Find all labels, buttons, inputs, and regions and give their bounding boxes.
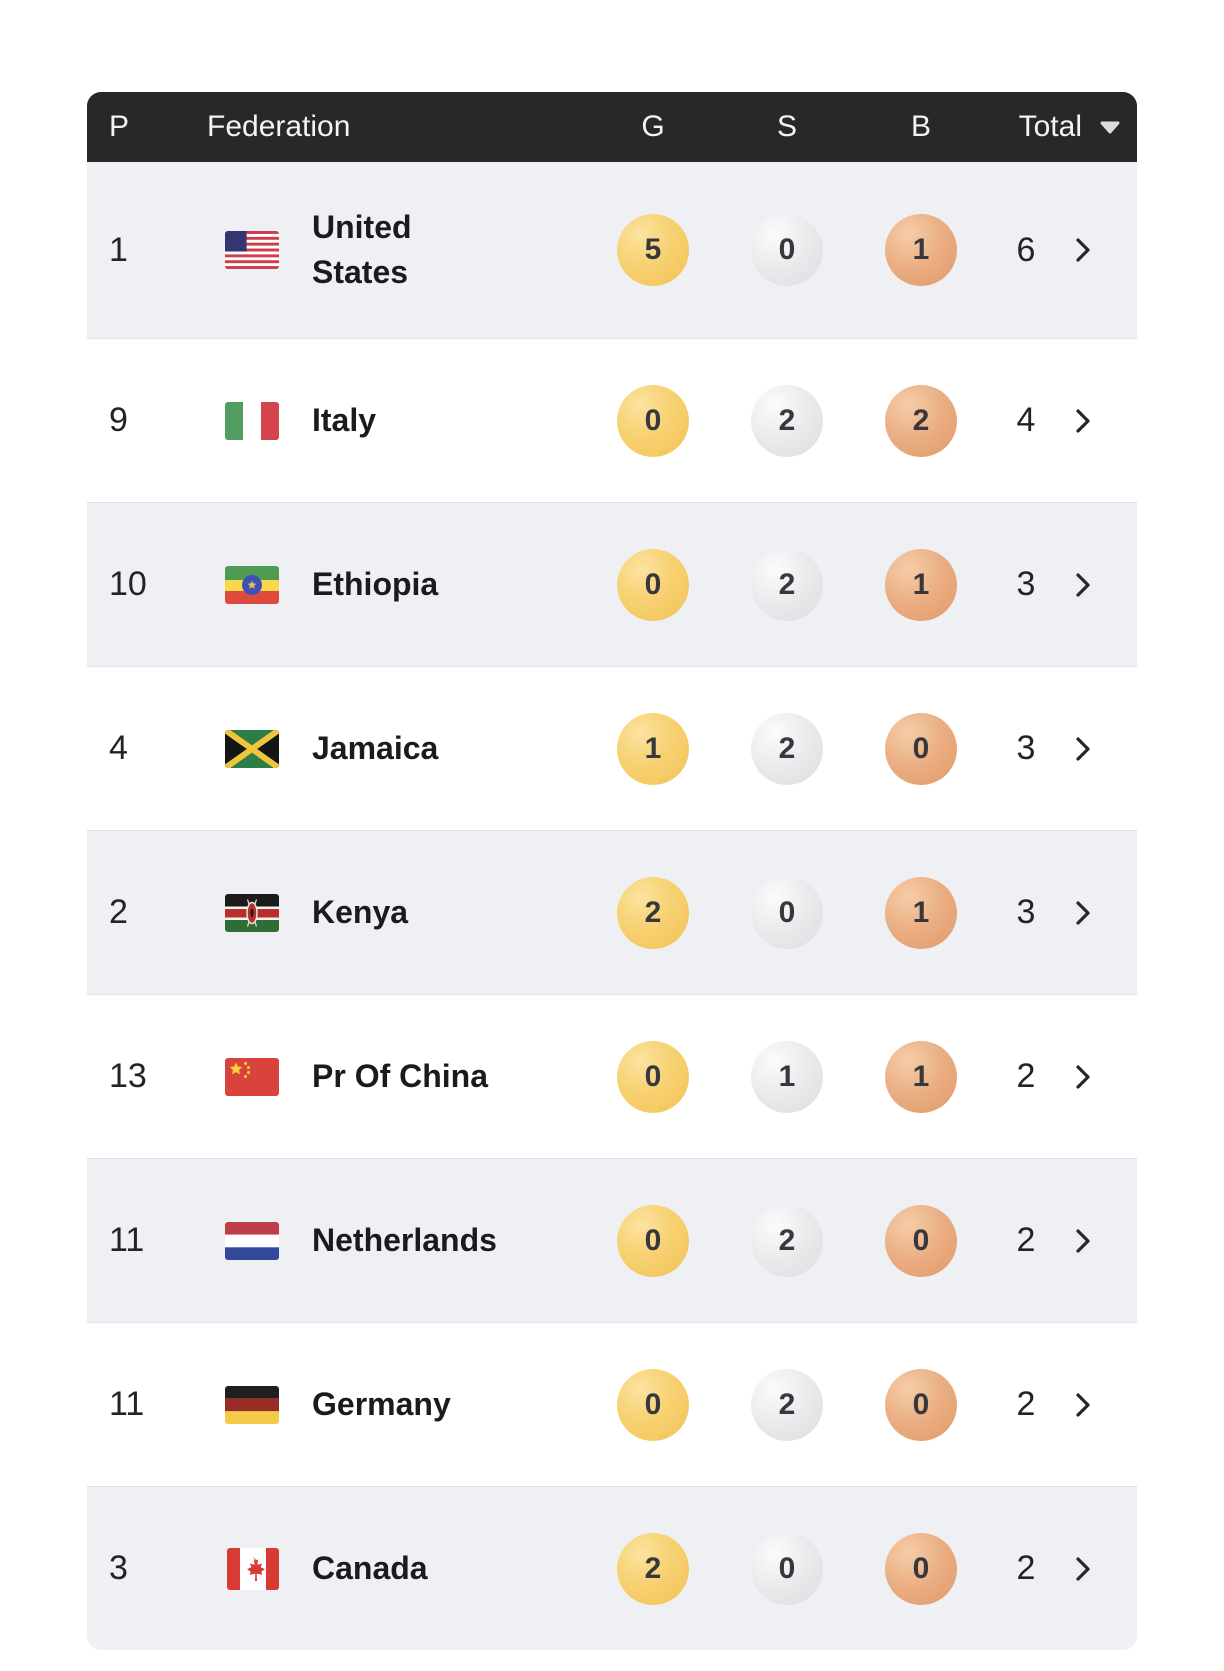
position-value: 10 xyxy=(109,565,147,603)
gold-count-badge: 2 xyxy=(617,1532,689,1605)
header-federation[interactable]: Federation xyxy=(207,110,351,143)
silver-count-badge: 1 xyxy=(751,1040,823,1113)
bronze-count-badge: 0 xyxy=(885,1204,957,1277)
header-bronze[interactable]: B xyxy=(910,110,931,143)
silver-count-badge: 0 xyxy=(751,876,823,949)
position-value: 13 xyxy=(109,1057,147,1095)
silver-count-badge: 2 xyxy=(751,1204,823,1277)
header-silver[interactable]: S xyxy=(776,110,797,143)
total-value: 3 xyxy=(1016,893,1036,931)
federation-row[interactable]: 2 Kenya 2 0 1 3 xyxy=(87,830,1137,994)
silver-count-badge: 2 xyxy=(751,1368,823,1441)
gold-count-badge: 1 xyxy=(617,712,689,785)
federation-name: Netherlands xyxy=(312,1222,497,1259)
chevron-right-icon[interactable] xyxy=(1065,733,1137,765)
bronze-count-badge: 1 xyxy=(885,214,957,286)
ke-flag-icon xyxy=(225,893,279,932)
header-total-label: Total xyxy=(1018,110,1082,143)
federation-row[interactable]: 4 Jamaica 1 2 0 3 xyxy=(87,666,1137,830)
gold-count-badge: 5 xyxy=(617,214,689,286)
total-value: 2 xyxy=(1016,1221,1036,1259)
medal-table: P Federation G S B Total 1 United St xyxy=(87,92,1137,1650)
sort-desc-arrow-icon xyxy=(1099,120,1121,134)
cn-flag-icon xyxy=(225,1057,279,1096)
total-value: 3 xyxy=(1016,565,1036,603)
bronze-count-badge: 2 xyxy=(885,384,957,457)
gold-count-badge: 0 xyxy=(617,1368,689,1441)
gold-count-badge: 2 xyxy=(617,876,689,949)
position-value: 1 xyxy=(109,230,128,269)
gold-count-badge: 0 xyxy=(617,548,689,621)
chevron-right-icon[interactable] xyxy=(1065,1553,1137,1585)
position-value: 11 xyxy=(109,1221,145,1259)
bronze-count-badge: 1 xyxy=(885,548,957,621)
federation-name: Pr Of China xyxy=(312,1058,489,1095)
bronze-count-badge: 0 xyxy=(885,1368,957,1441)
header-position[interactable]: P xyxy=(109,110,130,143)
bronze-count-badge: 0 xyxy=(885,712,957,785)
silver-count-badge: 2 xyxy=(751,712,823,785)
position-value: 11 xyxy=(109,1385,145,1423)
federation-name: Germany xyxy=(312,1386,451,1423)
federation-row[interactable]: 11 Netherlands 0 2 0 2 xyxy=(87,1158,1137,1322)
position-value: 4 xyxy=(109,729,128,767)
total-value: 3 xyxy=(1016,729,1036,767)
bronze-count-badge: 0 xyxy=(885,1532,957,1605)
header-total[interactable]: Total xyxy=(1019,110,1137,144)
federation-name: Canada xyxy=(312,1550,428,1587)
chevron-right-icon[interactable] xyxy=(1065,569,1137,601)
federation-name: Italy xyxy=(312,402,377,439)
total-value: 4 xyxy=(1016,401,1036,439)
position-value: 9 xyxy=(109,401,128,439)
federation-name: Kenya xyxy=(312,894,409,931)
de-flag-icon xyxy=(225,1385,279,1424)
federation-row[interactable]: 9 Italy 0 2 2 4 xyxy=(87,338,1137,502)
medal-table-header: P Federation G S B Total xyxy=(87,92,1137,162)
total-value: 2 xyxy=(1016,1549,1036,1587)
jm-flag-icon xyxy=(225,729,279,768)
chevron-right-icon[interactable] xyxy=(1065,405,1137,437)
chevron-right-icon[interactable] xyxy=(1065,1061,1137,1093)
ca-flag-icon xyxy=(227,1547,279,1590)
federation-name: Ethiopia xyxy=(312,566,439,603)
gold-count-badge: 0 xyxy=(617,384,689,457)
total-value: 2 xyxy=(1016,1385,1036,1423)
us-flag-icon xyxy=(225,231,279,269)
medal-table-body: 1 United States 5 0 1 6 9 xyxy=(87,162,1137,1650)
chevron-right-icon[interactable] xyxy=(1065,897,1137,929)
et-flag-icon xyxy=(225,565,279,604)
federation-row[interactable]: 11 Germany 0 2 0 2 xyxy=(87,1322,1137,1486)
gold-count-badge: 0 xyxy=(617,1040,689,1113)
chevron-right-icon[interactable] xyxy=(1065,234,1137,266)
silver-count-badge: 0 xyxy=(751,1532,823,1605)
chevron-right-icon[interactable] xyxy=(1065,1389,1137,1421)
header-gold[interactable]: G xyxy=(641,110,665,143)
federation-name: Jamaica xyxy=(312,730,439,767)
federation-row[interactable]: 1 United States 5 0 1 6 xyxy=(87,162,1137,338)
federation-row[interactable]: 10 Ethiopia 0 2 1 3 xyxy=(87,502,1137,666)
silver-count-badge: 2 xyxy=(751,384,823,457)
total-value: 6 xyxy=(1016,230,1036,269)
silver-count-badge: 0 xyxy=(751,214,823,286)
federation-row[interactable]: 3 Canada 2 0 0 2 xyxy=(87,1486,1137,1650)
bronze-count-badge: 1 xyxy=(885,1040,957,1113)
gold-count-badge: 0 xyxy=(617,1204,689,1277)
federation-name: United States xyxy=(312,209,412,290)
federation-row[interactable]: 13 Pr Of China 0 1 1 2 xyxy=(87,994,1137,1158)
bronze-count-badge: 1 xyxy=(885,876,957,949)
chevron-right-icon[interactable] xyxy=(1065,1225,1137,1257)
position-value: 2 xyxy=(109,893,128,931)
total-value: 2 xyxy=(1016,1057,1036,1095)
position-value: 3 xyxy=(109,1549,128,1587)
it-flag-icon xyxy=(225,401,279,440)
nl-flag-icon xyxy=(225,1221,279,1260)
silver-count-badge: 2 xyxy=(751,548,823,621)
